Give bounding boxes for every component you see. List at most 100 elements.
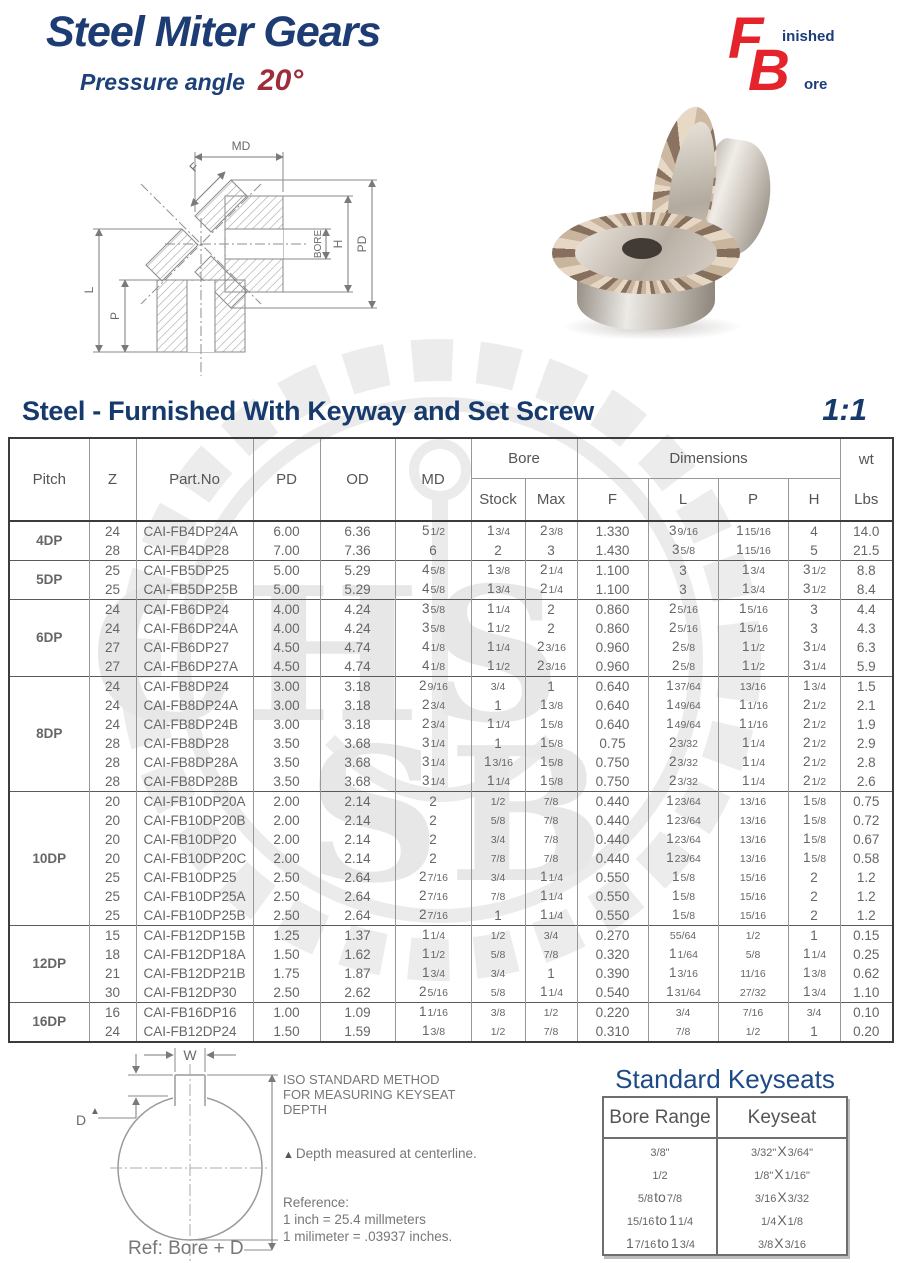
keyseat-row: 5/8to7/8 3/16X3/32 [603,1185,847,1208]
dim-h-cell: 1 [787,925,840,945]
od-cell: 2.14 [319,811,395,830]
bore-stock-cell: 11/4 [470,599,525,619]
dim-h-cell: 2 [787,906,840,926]
dim-f-cell: 1.430 [576,541,648,561]
table-row: 25 CAI-FB5DP25B 5.00 5.29 45/8 13/4 21/4 1.100 3… [9,580,893,600]
keyseats-col-keyseat: Keyseat [716,1097,847,1139]
bore-stock-cell: 3/4 [470,868,525,887]
od-cell: 1.59 [319,1022,395,1042]
dim-f-cell: 0.550 [576,868,648,887]
pitch-label: 16DP [8,1002,89,1042]
table-row: 12DP 15 CAI-FB12DP15B 1.25 1.37 11/4 1/2 3/4 0.2… [8,925,893,1003]
keyseat-d-label: D [76,1112,86,1128]
weight-cell: 0.25 [839,945,893,964]
bore-max-cell: 23/16 [524,657,577,677]
dim-p-cell: 11/4 [717,772,788,792]
dim-h-cell: 31/2 [787,580,840,600]
md-cell: 41/8 [394,657,471,677]
dim-l-cell: 25/16 [647,599,718,619]
dim-l-label: L [82,286,96,293]
dim-p-cell: 13/16 [717,791,788,811]
table-row: 25 CAI-FB10DP25 2.50 2.64 27/16 3/4 11/4 0.550 1… [9,868,893,887]
md-cell: 35/8 [394,619,471,638]
bore-range-cell: 3/8" [650,1146,670,1159]
md-cell: 29/16 [394,676,471,696]
z-cell: 24 [88,1022,136,1042]
col-pd: PD [252,438,320,521]
pitch-label: 6DP [8,599,89,677]
dim-l-cell: 55/64 [647,925,718,945]
z-cell: 20 [88,811,136,830]
od-cell: 3.68 [319,734,395,753]
table-row: 20 CAI-FB10DP20B 2.00 2.14 2 5/8 7/8 0.440 123/6… [9,811,893,830]
weight-cell: 14.0 [839,520,893,541]
dim-p-cell: 11/2 [717,657,788,677]
pitch-label: 5DP [8,560,89,600]
z-cell: 24 [88,619,136,638]
z-cell: 25 [88,580,136,600]
od-cell: 7.36 [319,541,395,561]
pd-cell: 2.50 [252,887,320,906]
keyseat-cell: 3/16X3/32 [716,1185,847,1208]
dim-p-cell: 1/2 [717,1022,788,1042]
finished-bore-logo: F inished B ore [724,10,894,110]
md-cell: 45/8 [394,580,471,600]
dim-f-cell: 0.540 [576,983,648,1003]
dim-l-cell: 25/8 [647,638,718,657]
part-no-cell: CAI-FB12DP30 [135,983,253,1003]
col-bore-max: Max [524,478,577,521]
table-header: Pitch Z Part.No PD OD MD Bore Dimensions… [8,438,893,521]
dim-l-cell: 149/64 [647,696,718,715]
dim-f-cell: 0.440 [576,849,648,868]
md-cell: 13/8 [394,1022,471,1042]
z-cell: 24 [88,715,136,734]
dim-f-cell: 0.440 [576,791,648,811]
weight-cell: 8.8 [839,560,893,580]
flat-gear-bore [622,238,662,259]
iso-note-line3: DEPTH [283,1102,328,1117]
dim-p-cell: 13/16 [717,849,788,868]
table-row: 24 CAI-FB12DP24 1.50 1.59 13/8 1/2 7/8 0.310 7/8… [9,1022,893,1042]
triangle-marker-icon: ▲ [283,1149,294,1161]
part-no-cell: CAI-FB16DP16 [135,1002,253,1022]
weight-cell: 21.5 [839,541,893,561]
bore-max-cell: 11/4 [524,906,577,926]
pd-cell: 2.00 [252,811,320,830]
bore-max-cell: 11/4 [524,868,577,887]
dim-l-cell: 35/8 [647,541,718,561]
bore-max-cell: 15/8 [524,734,577,753]
weight-cell: 1.2 [839,868,893,887]
bore-range-cell: 1/2 [652,1169,668,1182]
bore-max-cell: 7/8 [524,945,577,964]
table-body: 4DP 24 CAI-FB4DP24A 6.00 6.36 51/2 13/4 23/8 1.3… [8,520,893,1042]
col-dim-h: H [787,478,840,521]
pitch-label: 8DP [8,676,89,792]
pd-cell: 5.00 [252,580,320,600]
z-cell: 24 [88,676,136,696]
dim-l-cell: 39/16 [647,520,718,541]
dim-h-cell: 21/2 [787,753,840,772]
table-row: 5DP 25 CAI-FB5DP25 5.00 5.29 45/8 13/8 21/4 1.10… [8,560,893,600]
weight-cell: 2.6 [839,772,893,792]
table-row: 28 CAI-FB8DP28B 3.50 3.68 31/4 11/4 15/8 0.750 2… [9,772,893,792]
bore-range-cell: 5/8to7/8 [637,1188,683,1205]
bore-max-cell: 15/8 [524,753,577,772]
table-row: 6DP 24 CAI-FB6DP24 4.00 4.24 35/8 11/4 2 0.860 25… [8,599,893,677]
bore-stock-cell: 1 [470,734,525,753]
part-no-cell: CAI-FB10DP20 [135,830,253,849]
col-dim-f: F [576,478,648,521]
dim-l-cell: 149/64 [647,715,718,734]
table-row: 28 CAI-FB8DP28 3.50 3.68 31/4 1 15/8 0.75 23/32 1… [9,734,893,753]
bore-stock-cell: 3/4 [470,964,525,983]
part-no-cell: CAI-FB8DP24A [135,696,253,715]
keyseat-w-label: W [183,1047,197,1063]
dim-l-cell: 23/32 [647,772,718,792]
keyseats-body: 3/8" 3/32"X3/64" 1/2 1/8"X1/16" 5/8to7/8 3/16… [603,1138,847,1255]
md-cell: 2 [394,791,471,811]
depth-note-text: Depth measured at centerline. [295,1146,477,1161]
col-od: OD [319,438,395,521]
col-bore: Bore [470,438,577,480]
bore-max-cell: 3 [524,541,577,561]
od-cell: 1.37 [319,925,395,945]
md-cell: 27/16 [394,887,471,906]
